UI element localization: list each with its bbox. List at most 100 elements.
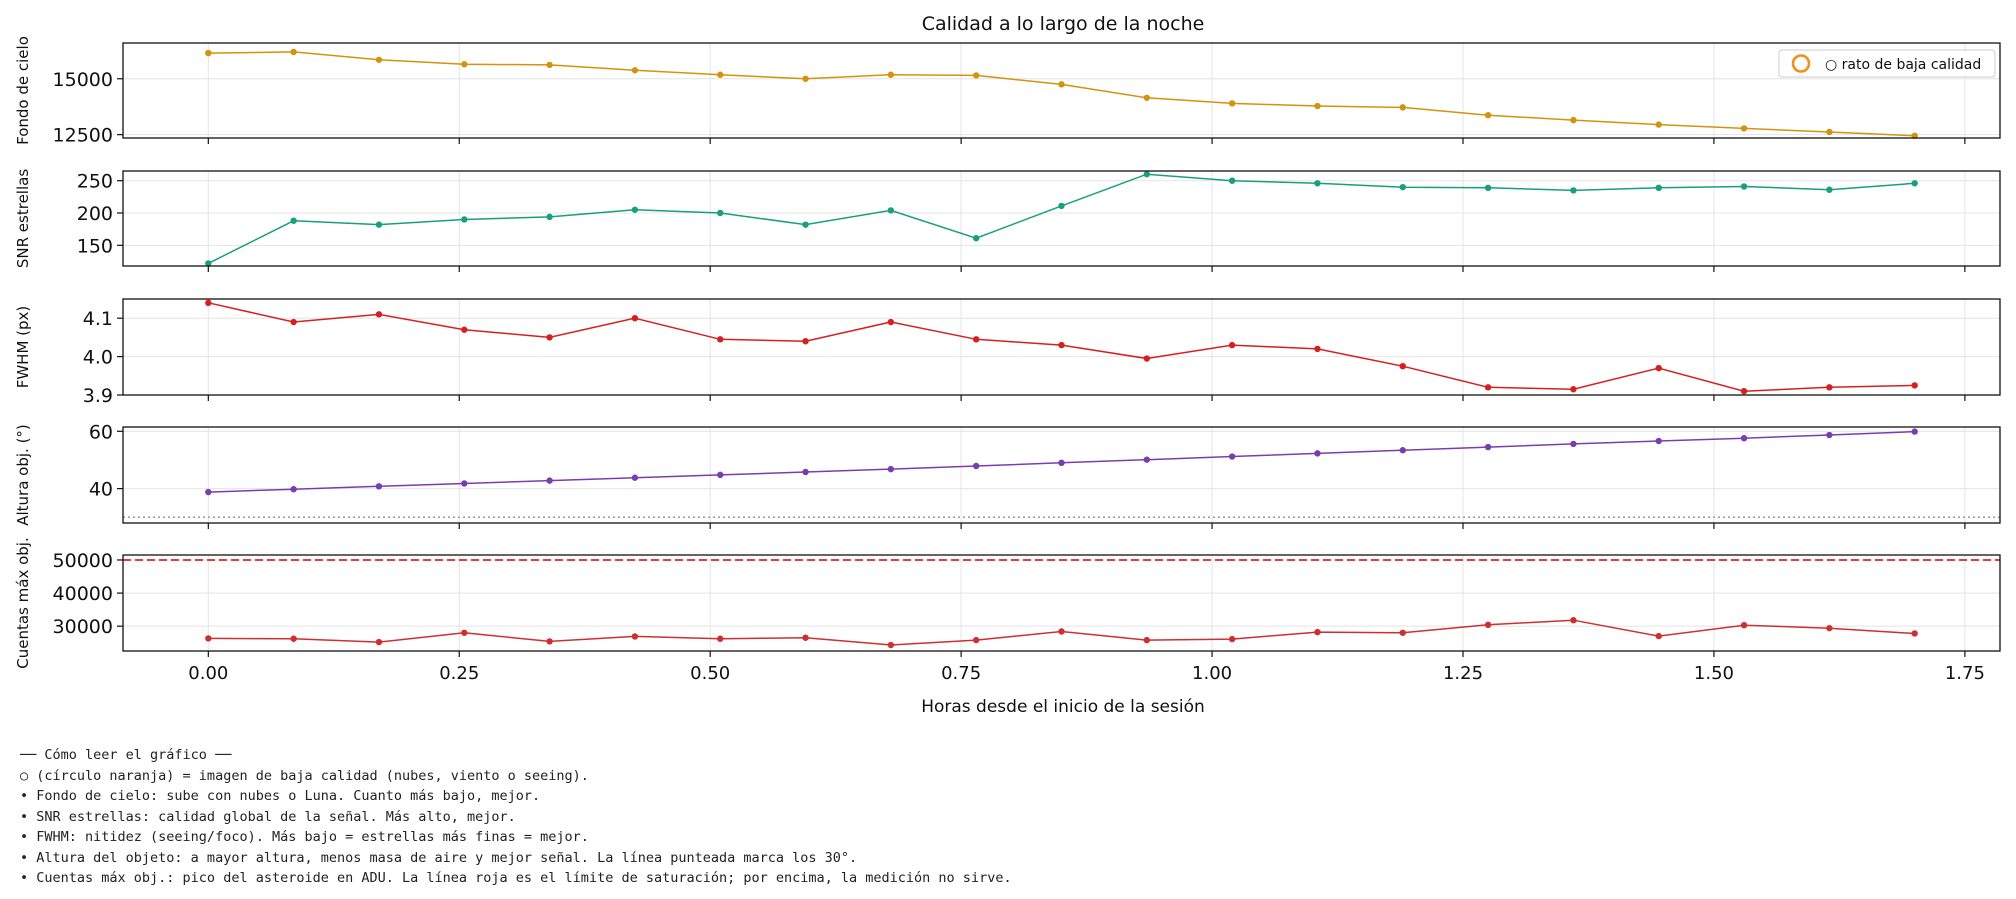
data-point (461, 480, 468, 487)
data-point (717, 635, 724, 642)
y-axis-label: Fondo de cielo (14, 36, 32, 145)
data-point (631, 206, 639, 213)
notes-line: ○ (círculo naranja) = imagen de baja cal… (20, 767, 589, 784)
data-point (1484, 184, 1492, 192)
data-point (461, 216, 468, 223)
data-point (546, 334, 553, 341)
data-point (205, 299, 212, 307)
data-point (1228, 100, 1236, 107)
y-tick-label: 3.9 (83, 385, 113, 407)
data-point (1228, 177, 1236, 184)
data-point (1314, 102, 1321, 110)
data-point (887, 207, 895, 214)
data-point (1399, 183, 1406, 191)
data-point (290, 318, 297, 326)
data-point (1740, 621, 1748, 629)
data-point (1058, 459, 1065, 467)
data-point (1655, 121, 1662, 128)
notes-line: • FWHM: nitidez (seeing/foco). Más bajo … (20, 829, 589, 845)
data-point (1655, 437, 1662, 445)
notes-line: • SNR estrellas: calidad global de la se… (20, 808, 516, 825)
data-point (290, 485, 297, 493)
notes-line: • Fondo de cielo: sube con nubes o Luna.… (20, 788, 541, 804)
data-point (802, 634, 809, 641)
data-point (1143, 171, 1151, 178)
data-point (631, 474, 639, 481)
y-tick-label: 4.1 (83, 308, 113, 330)
data-point (1570, 187, 1577, 194)
data-point (887, 641, 895, 649)
data-point (1911, 428, 1918, 435)
data-point (1143, 355, 1151, 362)
data-point (1484, 443, 1492, 451)
data-point (205, 49, 212, 57)
x-tick-label: 0.75 (941, 663, 981, 684)
data-point (1314, 450, 1321, 457)
data-point (290, 48, 297, 56)
data-point (1826, 431, 1833, 439)
x-tick-label: 0.50 (690, 663, 730, 684)
y-tick-label: 15000 (53, 69, 113, 91)
data-point (1911, 630, 1918, 637)
legend-label: ○ rato de baja calidad (1825, 57, 1981, 73)
data-point (1655, 632, 1662, 640)
data-point (1570, 617, 1577, 624)
y-tick-label: 30000 (53, 616, 113, 638)
y-tick-label: 60 (89, 421, 113, 443)
y-tick-label: 40000 (53, 583, 113, 605)
data-point (1655, 184, 1662, 192)
panel: 30000 40000 50000 Cuentas máx obj. 0.00 0.25 0… (14, 537, 2001, 684)
y-tick-label: 200 (77, 203, 113, 225)
data-point (1399, 629, 1406, 636)
data-point (375, 56, 383, 63)
data-point (1740, 434, 1748, 442)
data-point (972, 72, 980, 79)
y-axis-label: FWHM (px) (14, 306, 32, 389)
y-axis-label: Altura obj. (°) (14, 424, 32, 526)
panel: 12500 15000 Fondo de cielo (14, 36, 2001, 147)
data-point (887, 465, 895, 473)
chart-title: Calidad a lo largo de la noche (922, 13, 1205, 35)
data-point (290, 635, 297, 642)
data-point (375, 311, 383, 318)
data-point (631, 67, 639, 74)
data-point (1826, 384, 1833, 391)
data-point (717, 209, 724, 217)
data-point (1228, 453, 1236, 460)
data-point (205, 488, 212, 496)
data-point (1399, 363, 1406, 370)
data-point (205, 260, 212, 267)
data-point (972, 235, 980, 242)
x-tick-label: 1.25 (1443, 663, 1483, 684)
data-point (1826, 186, 1833, 193)
data-point (1484, 384, 1492, 391)
data-point (1826, 624, 1833, 632)
x-tick-label: 0.25 (439, 663, 479, 684)
data-point (1143, 456, 1151, 463)
data-point (1655, 364, 1662, 372)
data-point (1911, 382, 1918, 389)
data-point (1570, 386, 1577, 393)
data-point (1058, 81, 1065, 88)
y-tick-label: 150 (77, 235, 113, 257)
data-point (1058, 202, 1065, 210)
data-point (631, 633, 639, 640)
panel-frame (122, 426, 2001, 524)
data-point (802, 75, 809, 82)
notes-line: • Altura del objeto: a mayor altura, men… (20, 849, 858, 866)
data-point (1570, 440, 1577, 448)
data-point (290, 217, 297, 224)
data-point (1058, 341, 1065, 349)
legend: ○ rato de baja calidad (1778, 49, 1996, 78)
y-tick-label: 50000 (53, 550, 113, 572)
data-point (717, 471, 724, 479)
data-point (1399, 104, 1406, 111)
data-point (1484, 112, 1492, 119)
notes-heading: ── Cómo leer el gráfico ── (20, 747, 232, 763)
panel-frame (122, 42, 2001, 139)
y-axis-label: Cuentas máx obj. (14, 537, 32, 668)
data-point (546, 477, 553, 484)
data-point (1484, 621, 1492, 629)
data-point (717, 71, 724, 78)
